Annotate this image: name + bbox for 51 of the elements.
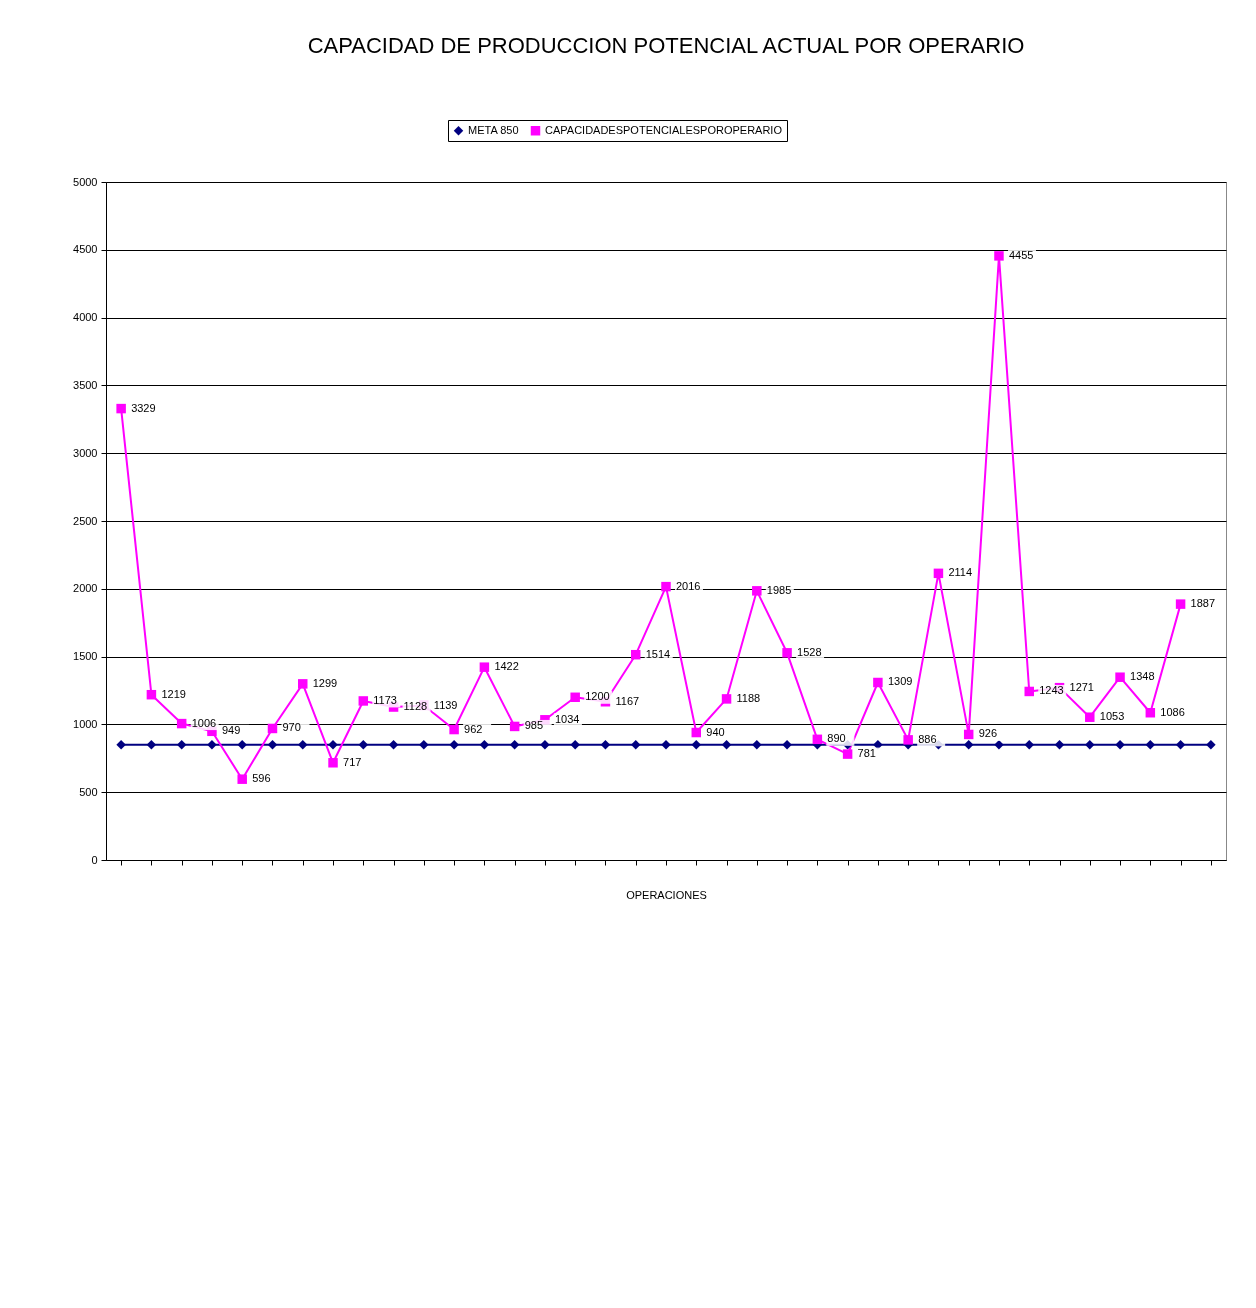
data-label: 1271 (1069, 680, 1094, 693)
y-tick-label: 2000 (73, 582, 98, 595)
data-label: 1309 (887, 675, 913, 688)
data-label: 1348 (1130, 670, 1155, 683)
data-label: 1985 (766, 583, 792, 596)
data-label: 596 (252, 772, 271, 785)
data-label: 1243 (1039, 684, 1064, 697)
data-label: 940 (706, 725, 725, 738)
data-label: 4455 (1008, 248, 1034, 261)
y-tick-label: 500 (79, 785, 98, 798)
data-label: 1887 (1190, 597, 1216, 610)
data-label: 1034 (554, 712, 580, 725)
legend-label: META 850 (468, 123, 519, 136)
data-label: 926 (978, 727, 998, 740)
data-label: 890 (827, 732, 846, 745)
data-label: 962 (464, 722, 483, 735)
y-tick-label: 2500 (73, 514, 98, 527)
y-tick-label: 5000 (73, 175, 98, 188)
data-label: 1173 (373, 693, 397, 706)
chart-title: CAPACIDAD DE PRODUCCION POTENCIAL ACTUAL POR OPERARIO (307, 32, 1025, 58)
data-label: 1422 (494, 660, 519, 673)
data-label: 1128 (403, 700, 428, 713)
x-axis-title: OPERACIONES (626, 889, 707, 901)
data-label: 1139 (433, 698, 458, 711)
data-label: 2114 (948, 566, 973, 579)
y-tick-label: 3500 (73, 378, 98, 391)
y-tick-label: 1500 (73, 650, 98, 663)
data-label: 985 (524, 719, 544, 732)
data-label: 1219 (161, 687, 186, 700)
data-label: 717 (343, 755, 362, 768)
data-label: 1514 (645, 647, 671, 660)
legend-label: CAPACIDADESPOTENCIALESPOROPERARIO (545, 123, 783, 136)
data-label: 3329 (131, 401, 156, 414)
y-tick-label: 4500 (73, 243, 98, 256)
data-label: 886 (918, 732, 937, 745)
data-label: 781 (857, 747, 876, 760)
data-label: 1006 (191, 716, 217, 729)
data-label: 970 (282, 721, 301, 734)
data-label: 1528 (797, 645, 822, 658)
data-label: 1299 (312, 676, 338, 689)
data-label: 949 (221, 724, 241, 737)
data-label: 1188 (736, 691, 761, 704)
data-label: 1200 (585, 690, 610, 703)
y-tick-label: 3000 (73, 446, 98, 459)
y-tick-label: 0 (91, 853, 98, 866)
data-label: 2016 (676, 579, 701, 592)
data-label: 1086 (1160, 705, 1185, 718)
data-label: 1167 (615, 694, 640, 707)
y-tick-label: 1000 (73, 717, 98, 730)
y-tick-label: 4000 (73, 311, 98, 324)
data-label: 1053 (1099, 710, 1125, 723)
